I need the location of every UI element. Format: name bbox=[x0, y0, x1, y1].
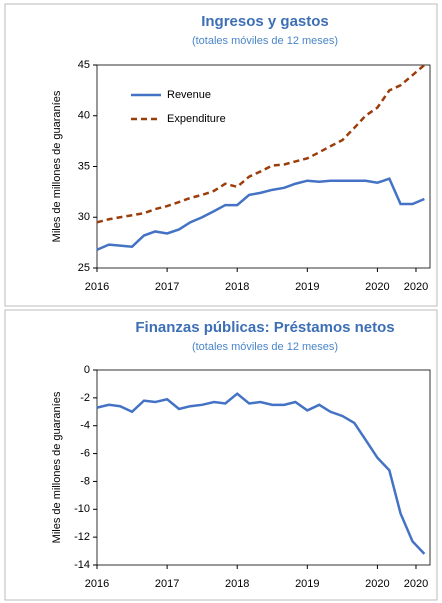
y-tick-label: -14 bbox=[74, 559, 90, 571]
x-tick-label: 2016 bbox=[85, 281, 109, 293]
x-tick-label: 2020 bbox=[404, 281, 428, 293]
y-tick-label: 0 bbox=[84, 364, 90, 376]
x-tick-label: 2018 bbox=[225, 281, 249, 293]
x-tick-label: 2016 bbox=[85, 578, 109, 590]
y-tick-label: 30 bbox=[78, 211, 90, 223]
y-tick-label: 35 bbox=[78, 160, 90, 172]
chart-subtitle: (totales móviles de 12 meses) bbox=[192, 35, 338, 47]
legend-label: Expenditure bbox=[167, 113, 226, 125]
y-tick-label: -12 bbox=[74, 531, 90, 543]
chart-subtitle: (totales móviles de 12 meses) bbox=[192, 341, 338, 353]
line-series bbox=[96, 177, 425, 251]
x-tick-label: 2020 bbox=[365, 281, 389, 293]
y-tick-label: -4 bbox=[80, 420, 90, 432]
line-series bbox=[96, 64, 426, 224]
line-series bbox=[96, 392, 426, 555]
chart-title: Finanzas públicas: Préstamos netos bbox=[135, 319, 394, 336]
y-axis-label: Miles de millones de guaraníes bbox=[51, 90, 63, 242]
x-tick-label: 2019 bbox=[295, 578, 319, 590]
panel bbox=[4, 309, 438, 601]
chart-title: Ingresos y gastos bbox=[201, 13, 329, 30]
x-tick-label: 2019 bbox=[295, 281, 319, 293]
x-tick-label: 2018 bbox=[225, 578, 249, 590]
y-tick-label: -10 bbox=[74, 503, 90, 515]
y-tick-label: -6 bbox=[80, 447, 90, 459]
y-tick-label: 40 bbox=[78, 110, 90, 122]
legend-label: Revenue bbox=[167, 89, 211, 101]
y-tick-label: -8 bbox=[80, 475, 90, 487]
y-tick-label: 45 bbox=[78, 59, 90, 71]
y-tick-label: 25 bbox=[78, 262, 90, 274]
panel bbox=[4, 3, 438, 307]
x-tick-label: 2017 bbox=[155, 281, 179, 293]
plot-frame bbox=[96, 369, 431, 566]
y-tick-label: -2 bbox=[80, 392, 90, 404]
y-axis-label: Miles de millones de guaraníes bbox=[51, 391, 63, 543]
x-tick-label: 2020 bbox=[404, 578, 428, 590]
x-tick-label: 2017 bbox=[155, 578, 179, 590]
x-tick-label: 2020 bbox=[365, 578, 389, 590]
